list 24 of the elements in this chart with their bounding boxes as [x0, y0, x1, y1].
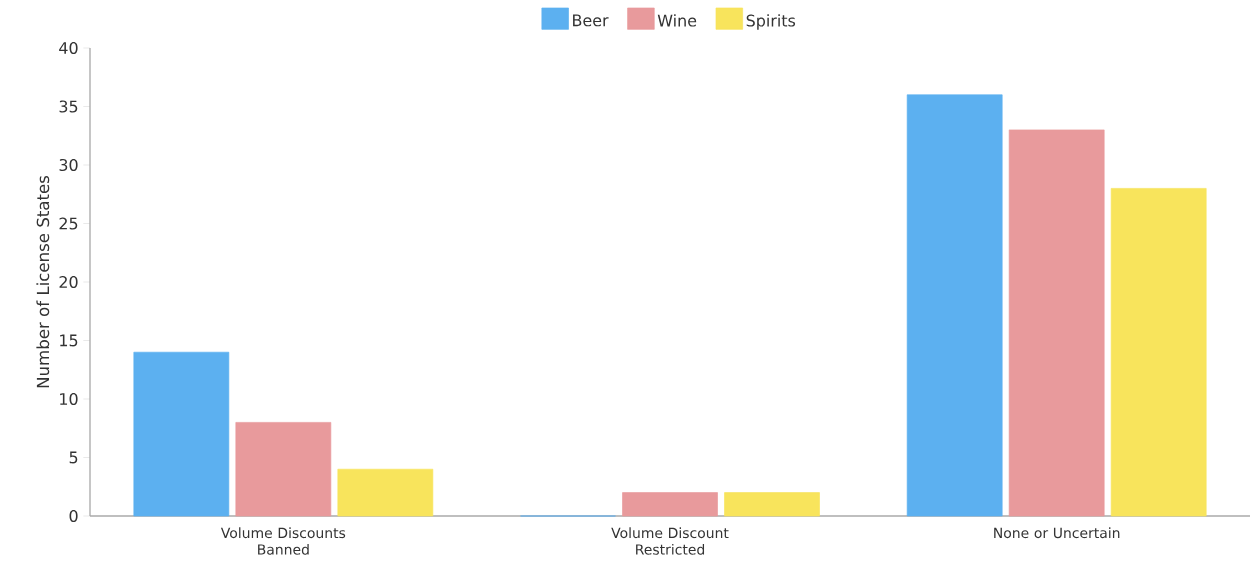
- legend-label: Wine: [657, 14, 697, 27]
- x-tick-label: Volume Discount Restricted: [611, 527, 729, 555]
- bar: [337, 468, 434, 517]
- x-tick-label: None or Uncertain: [994, 527, 1120, 539]
- y-axis-title: Number of License States: [36, 175, 50, 388]
- bar: [1008, 129, 1105, 517]
- y-tick-label: 30: [59, 158, 78, 172]
- bar: [1110, 188, 1207, 517]
- bar: [906, 94, 1003, 517]
- y-tick-label: 20: [59, 275, 78, 289]
- y-tick-label: 5: [69, 451, 78, 464]
- y-tick-label: 15: [60, 334, 78, 347]
- y-tick-label: 40: [59, 41, 78, 55]
- y-tick-label: 0: [69, 509, 78, 523]
- y-tick-label: 35: [59, 100, 78, 113]
- bar: [133, 351, 230, 517]
- bar: [724, 492, 820, 517]
- y-tick-label: 10: [60, 392, 78, 406]
- bar: [622, 492, 718, 517]
- y-tick-label: 25: [59, 217, 78, 230]
- legend-label: Spirits: [746, 14, 796, 30]
- legend-label: Beer: [573, 14, 609, 27]
- x-tick-label: Volume Discounts Banned: [220, 527, 346, 555]
- bar: [235, 422, 332, 517]
